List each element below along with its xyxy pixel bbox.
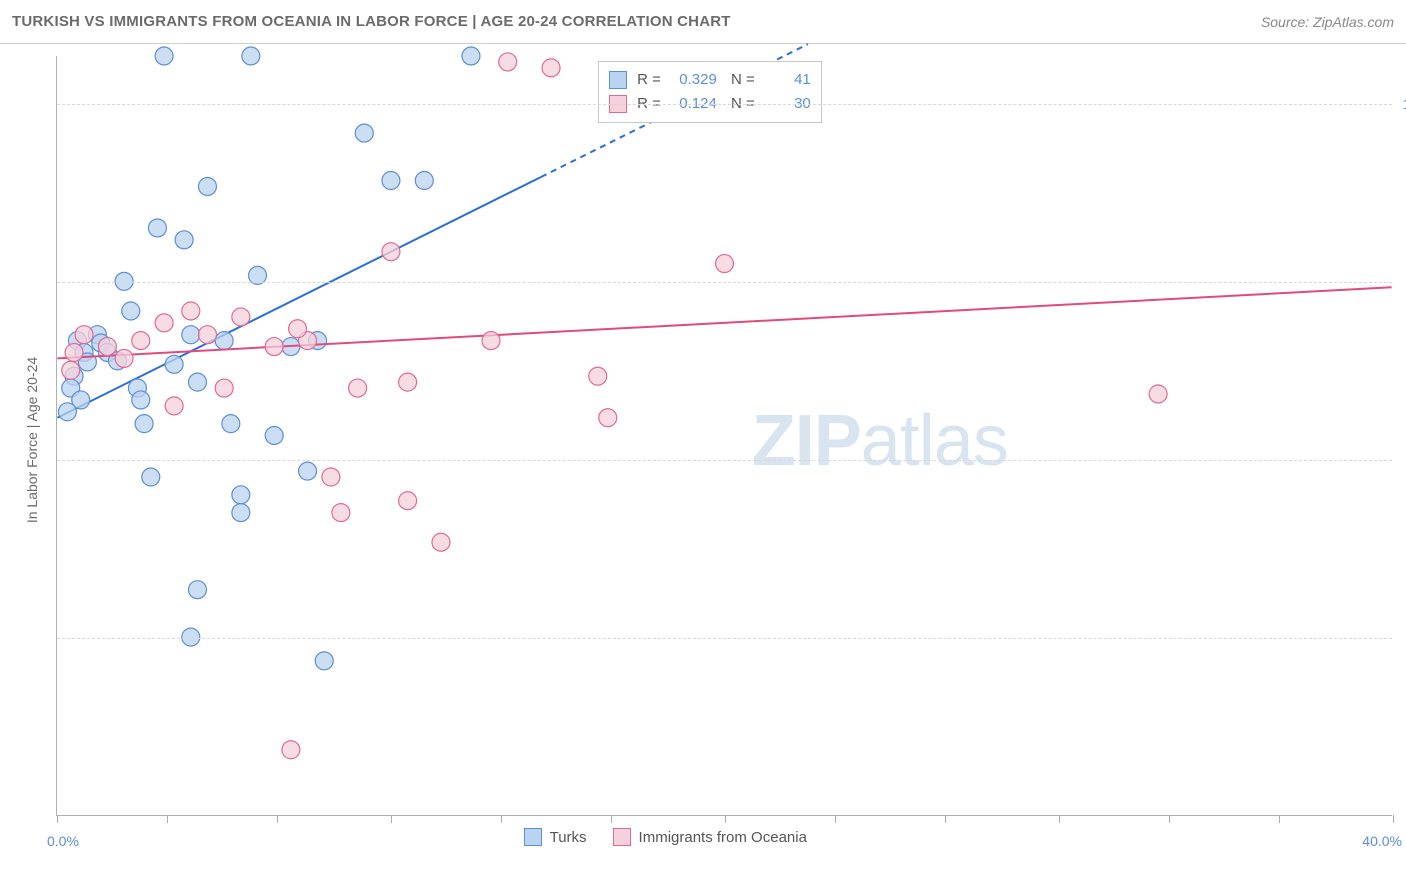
gridline [57, 460, 1392, 461]
data-point [415, 172, 433, 190]
data-point [282, 741, 300, 759]
legend-item: Immigrants from Oceania [613, 828, 807, 846]
data-point [182, 302, 200, 320]
data-point [222, 415, 240, 433]
n-label: N = [727, 68, 755, 92]
data-point [482, 332, 500, 350]
legend-swatch [613, 828, 631, 846]
x-tick [501, 815, 502, 823]
data-point [115, 349, 133, 367]
data-point [215, 379, 233, 397]
x-tick [57, 815, 58, 823]
r-label: R = [637, 68, 661, 92]
data-point [462, 47, 480, 65]
n-value-turks: 41 [763, 68, 811, 92]
data-point [58, 403, 76, 421]
data-point [299, 462, 317, 480]
legend-label: Turks [550, 829, 587, 846]
x-tick [945, 815, 946, 823]
data-point [349, 379, 367, 397]
x-tick [1059, 815, 1060, 823]
legend-swatch [524, 828, 542, 846]
data-point [265, 338, 283, 356]
data-point [188, 581, 206, 599]
data-point [382, 243, 400, 261]
data-point [716, 255, 734, 273]
data-point [148, 219, 166, 237]
x-tick [1393, 815, 1394, 823]
y-axis-title: In Labor Force | Age 20-24 [24, 357, 40, 523]
r-value-turks: 0.329 [669, 68, 717, 92]
x-tick [725, 815, 726, 823]
x-tick [611, 815, 612, 823]
data-point [188, 373, 206, 391]
data-point [322, 468, 340, 486]
data-point [432, 533, 450, 551]
data-point [315, 652, 333, 670]
swatch-turks [609, 71, 627, 89]
x-tick [167, 815, 168, 823]
correlation-row-turks: R = 0.329 N = 41 [609, 68, 811, 92]
data-point [98, 338, 116, 356]
x-tick [277, 815, 278, 823]
data-point [215, 332, 233, 350]
data-point [242, 47, 260, 65]
data-point [132, 391, 150, 409]
data-point [542, 59, 560, 77]
chart-title: TURKISH VS IMMIGRANTS FROM OCEANIA IN LA… [12, 13, 731, 30]
data-point [198, 326, 216, 344]
data-point [165, 355, 183, 373]
data-point [332, 504, 350, 522]
x-tick [835, 815, 836, 823]
data-point [265, 427, 283, 445]
data-point [399, 492, 417, 510]
x-axis-max-label: 40.0% [1362, 833, 1402, 849]
data-point [155, 47, 173, 65]
data-point [289, 320, 307, 338]
data-point [355, 124, 373, 142]
gridline [57, 104, 1392, 105]
x-tick [391, 815, 392, 823]
legend-label: Immigrants from Oceania [639, 829, 807, 846]
plot-area: ZIPatlas R = 0.329 N = 41 R = 0.124 N = … [56, 56, 1392, 816]
x-tick [1169, 815, 1170, 823]
legend-item: Turks [524, 828, 587, 846]
data-point [175, 231, 193, 249]
data-point [142, 468, 160, 486]
data-point [155, 314, 173, 332]
data-point [122, 302, 140, 320]
x-axis-min-label: 0.0% [47, 833, 79, 849]
data-point [599, 409, 617, 427]
data-point [589, 367, 607, 385]
data-point [132, 332, 150, 350]
data-point [382, 172, 400, 190]
data-point [75, 326, 93, 344]
data-point [135, 415, 153, 433]
series-legend: Turks Immigrants from Oceania [524, 828, 807, 846]
data-point [232, 504, 250, 522]
gridline [57, 638, 1392, 639]
data-point [182, 326, 200, 344]
chart-container: TURKISH VS IMMIGRANTS FROM OCEANIA IN LA… [0, 0, 1406, 892]
data-point [165, 397, 183, 415]
data-point [65, 343, 83, 361]
data-point [232, 308, 250, 326]
y-tick-label: 100.0% [1403, 96, 1406, 112]
gridline [57, 282, 1392, 283]
svg-plot-layer [57, 56, 1392, 815]
data-point [399, 373, 417, 391]
chart-header: TURKISH VS IMMIGRANTS FROM OCEANIA IN LA… [0, 0, 1406, 44]
data-point [1149, 385, 1167, 403]
correlation-legend: R = 0.329 N = 41 R = 0.124 N = 30 [598, 61, 822, 123]
data-point [198, 177, 216, 195]
x-tick [1279, 815, 1280, 823]
data-point [62, 361, 80, 379]
data-point [232, 486, 250, 504]
data-point [499, 53, 517, 71]
chart-source: Source: ZipAtlas.com [1261, 14, 1394, 30]
